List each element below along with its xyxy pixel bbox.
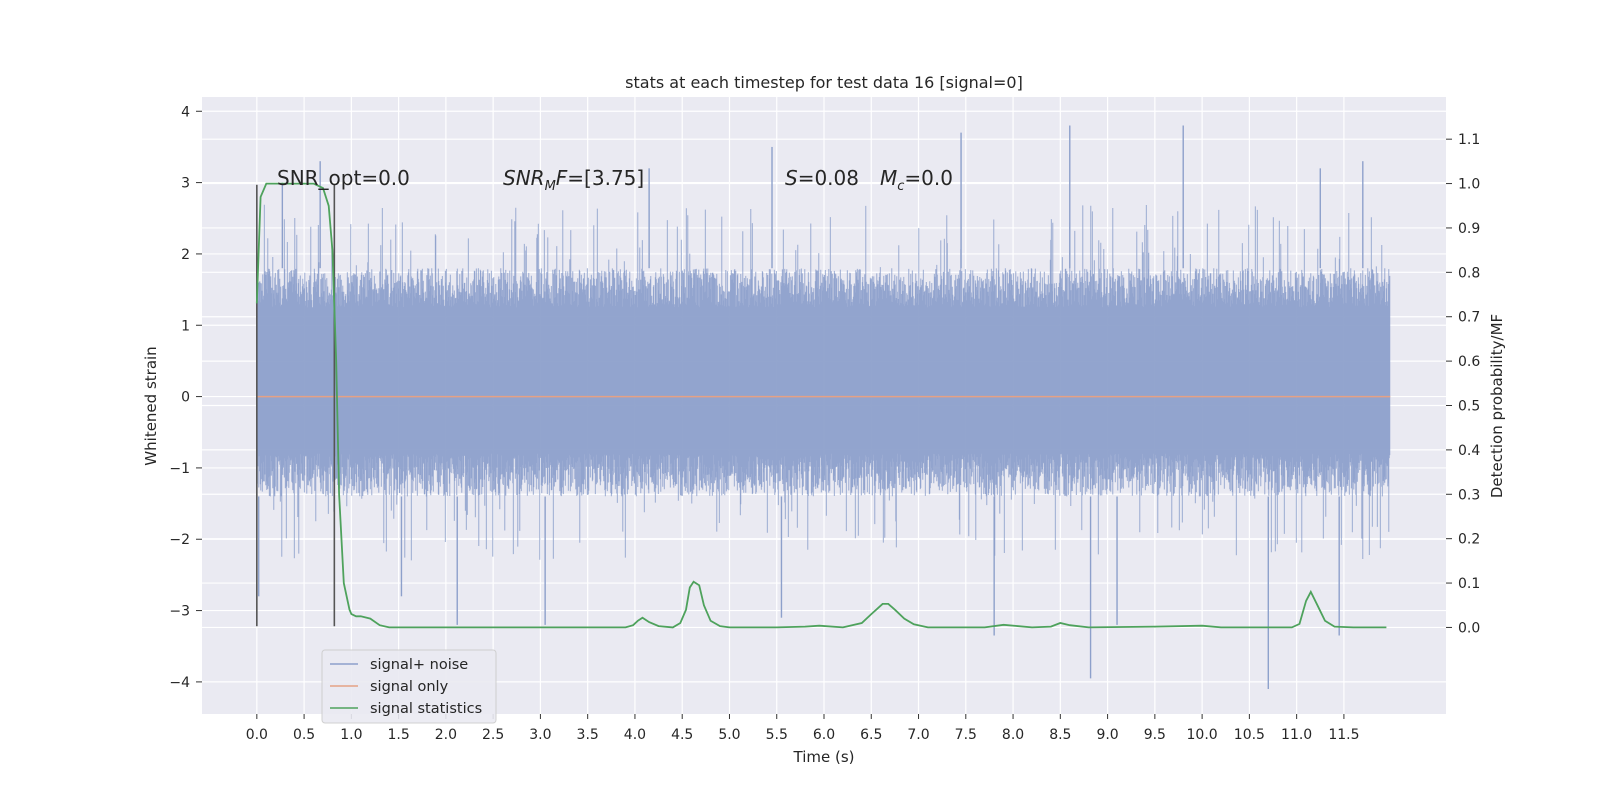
x-tick-label: 11.0 bbox=[1281, 727, 1312, 743]
annotation-snr-mf-symbol-2: F bbox=[556, 166, 568, 190]
y-right-tick-label: 0.1 bbox=[1458, 576, 1480, 592]
x-tick-label: 5.0 bbox=[718, 727, 740, 743]
x-tick-label: 10.5 bbox=[1234, 727, 1265, 743]
x-tick-label: 9.0 bbox=[1096, 727, 1118, 743]
y-right-tick-label: 0.5 bbox=[1458, 399, 1480, 415]
y-right-tick-label: 1.0 bbox=[1458, 177, 1480, 193]
legend-label-signal-noise: signal+ noise bbox=[370, 657, 468, 673]
y-left-tick-label: 0 bbox=[181, 390, 190, 406]
series-signal-statistics-line bbox=[255, 182, 1387, 629]
series-marks bbox=[255, 182, 1391, 629]
annotation-snr-mf-symbol: SNR bbox=[503, 166, 545, 190]
x-tick-label: 2.0 bbox=[435, 727, 457, 743]
x-tick-label: 9.5 bbox=[1144, 727, 1166, 743]
y-axis-label-right: Detection probability/MF bbox=[1488, 314, 1506, 498]
y-left-tick-label: −2 bbox=[169, 532, 190, 548]
y-left-tick-label: 2 bbox=[181, 247, 190, 263]
annotation-s-value: =0.08 bbox=[798, 166, 859, 190]
x-tick-label: 7.0 bbox=[907, 727, 929, 743]
x-tick-label: 5.5 bbox=[766, 727, 788, 743]
y-right-tick-label: 0.2 bbox=[1458, 532, 1480, 548]
y-left-tick-label: −4 bbox=[169, 675, 190, 691]
y-right-tick-label: 0.7 bbox=[1458, 310, 1480, 326]
annotation-snr-mf-subscript: M bbox=[545, 179, 556, 194]
y-right-tick-label: 0.9 bbox=[1458, 221, 1480, 237]
y-right-tick-label: 1.1 bbox=[1458, 132, 1480, 148]
y-left-tick-label: 4 bbox=[181, 104, 190, 120]
x-tick-label: 0.5 bbox=[293, 727, 315, 743]
x-tick-label: 1.0 bbox=[340, 727, 362, 743]
x-tick-label: 7.5 bbox=[955, 727, 977, 743]
y-axis-label-left: Whitened strain bbox=[142, 346, 160, 465]
annotation-mc: Mc=0.0 bbox=[880, 166, 953, 194]
annotation-snr-mf-value: =[3.75] bbox=[567, 166, 644, 190]
annotation-mc-subscript: c bbox=[897, 179, 904, 194]
annotation-snr-mf: SNRMF=[3.75] bbox=[503, 166, 644, 194]
x-tick-label: 1.5 bbox=[387, 727, 409, 743]
annotation-mc-value: =0.0 bbox=[904, 166, 953, 190]
legend-box bbox=[321, 649, 497, 724]
annotation-s: S=0.08 bbox=[785, 166, 859, 190]
x-tick-label: 6.0 bbox=[813, 727, 835, 743]
legend-label-signal-statistics: signal statistics bbox=[370, 701, 482, 717]
annotation-mc-symbol: M bbox=[880, 166, 897, 190]
x-tick-label: 4.5 bbox=[671, 727, 693, 743]
x-tick-label: 6.5 bbox=[860, 727, 882, 743]
y-left-tick-label: −3 bbox=[169, 604, 190, 620]
annotation-s-symbol: S bbox=[785, 166, 798, 190]
y-right-tick-label: 0.3 bbox=[1458, 487, 1480, 503]
y-left-tick-label: 3 bbox=[181, 176, 190, 192]
annotation-snr-opt: SNR_opt=0.0 bbox=[277, 166, 410, 190]
y-left-tick-label: −1 bbox=[169, 461, 190, 477]
y-right-tick-label: 0.0 bbox=[1458, 620, 1480, 636]
axis-ticks: 0.0 0.5 1.0 1.5 2.0 2.5 3.0 3.5 4.0 4.5 5.0 5.5 6.0 6… bbox=[169, 104, 1480, 743]
x-tick-label: 3.0 bbox=[529, 727, 551, 743]
series-signal-noise bbox=[256, 125, 1391, 690]
x-tick-label: 0.0 bbox=[246, 727, 268, 743]
x-tick-label: 8.5 bbox=[1049, 727, 1071, 743]
x-tick-label: 2.5 bbox=[482, 727, 504, 743]
x-axis-label: Time (s) bbox=[793, 748, 855, 766]
x-tick-label: 4.0 bbox=[624, 727, 646, 743]
legend-label-signal-only: signal only bbox=[370, 679, 449, 695]
y-right-tick-label: 0.4 bbox=[1458, 443, 1480, 459]
y-left-tick-label: 1 bbox=[181, 318, 190, 334]
chart-title: stats at each timestep for test data 16 … bbox=[625, 73, 1023, 92]
y-right-tick-label: 0.6 bbox=[1458, 354, 1480, 370]
y-right-tick-label: 0.8 bbox=[1458, 265, 1480, 281]
x-tick-label: 10.0 bbox=[1187, 727, 1218, 743]
x-tick-label: 3.5 bbox=[577, 727, 599, 743]
x-tick-label: 8.0 bbox=[1002, 727, 1024, 743]
legend: signal+ noise signal only signal statist… bbox=[321, 649, 497, 724]
x-tick-label: 11.5 bbox=[1328, 727, 1359, 743]
